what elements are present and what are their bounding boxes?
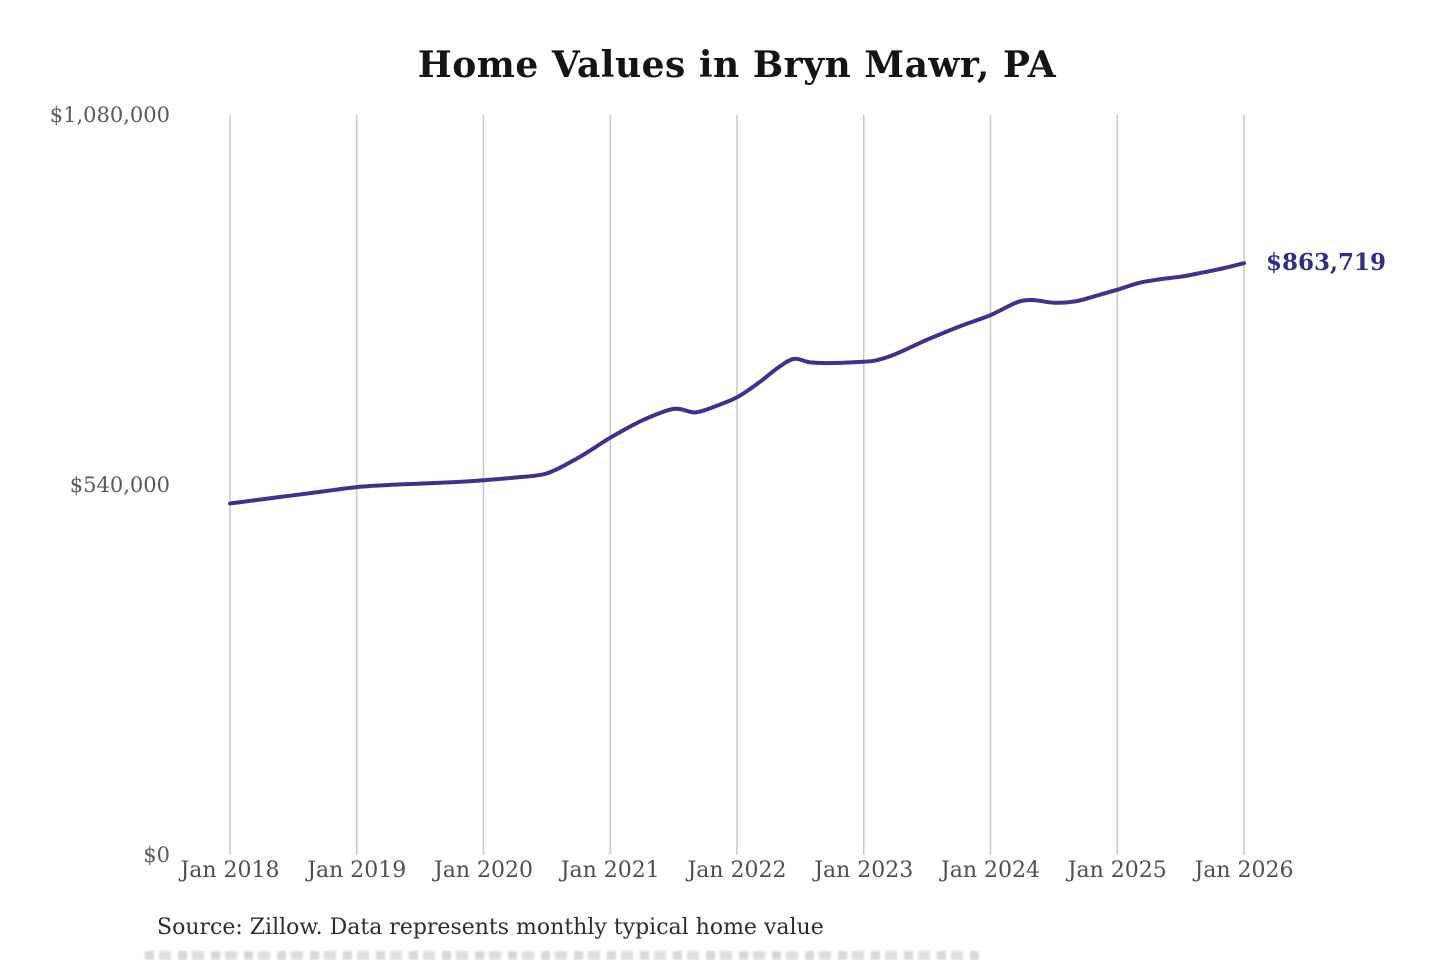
gridlines [229,115,1245,855]
x-axis-label: Jan 2023 [814,858,914,883]
source-note: Source: Zillow. Data represents monthly … [157,915,824,940]
latest-value-label: $863,719 [1266,249,1387,277]
x-axis-label: Jan 2024 [940,858,1041,883]
x-axis-label: Jan 2022 [687,858,787,883]
y-axis-label: $0 [143,843,170,867]
x-axis-label: Jan 2018 [180,858,280,883]
x-axis-label: Jan 2026 [1194,858,1294,883]
x-axis-label: Jan 2021 [560,858,660,883]
x-axis-label: Jan 2025 [1067,858,1167,883]
x-axis-label: Jan 2019 [307,858,407,883]
cropped-text-fragment [145,951,980,960]
home-value-line [228,261,1246,506]
y-axis-label: $1,080,000 [49,103,170,127]
chart-title: Home Values in Bryn Mawr, PA [417,44,1057,86]
y-axis-label: $540,000 [69,473,170,497]
x-axis-label: Jan 2020 [433,858,534,883]
